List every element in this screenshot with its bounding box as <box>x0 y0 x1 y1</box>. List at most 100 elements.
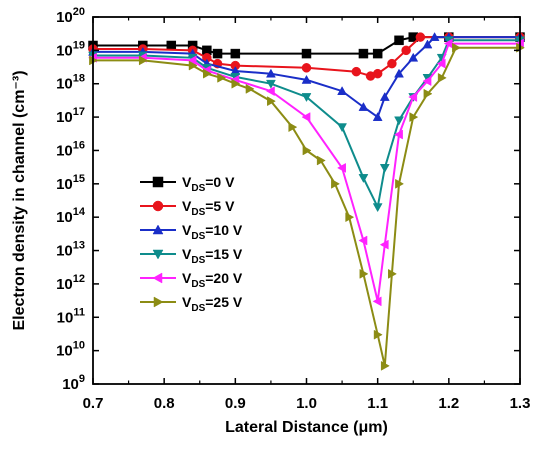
data-point <box>422 76 432 87</box>
x-tick-label: 0.9 <box>225 395 246 412</box>
x-tick-label: 1.2 <box>438 395 459 412</box>
y-tick-label: 1011 <box>57 306 85 326</box>
data-point <box>408 52 419 62</box>
x-tick-label: 1.1 <box>367 395 388 412</box>
legend-marker <box>152 176 164 188</box>
data-point <box>394 116 404 126</box>
data-point <box>351 66 362 77</box>
y-tick-label: 1017 <box>56 106 85 126</box>
data-point <box>372 203 383 213</box>
data-point <box>337 123 348 133</box>
data-point <box>401 45 411 56</box>
data-point <box>429 32 440 41</box>
data-point <box>358 48 369 59</box>
data-point <box>301 112 311 123</box>
legend-label: VDS=5 V <box>182 198 235 218</box>
data-point <box>212 48 223 59</box>
x-tick-label: 1.3 <box>510 395 531 412</box>
legend-marker <box>152 224 164 235</box>
data-point <box>188 60 198 71</box>
y-tick-label: 1010 <box>56 340 85 360</box>
x-tick-label: 0.8 <box>154 395 175 412</box>
data-point <box>409 112 419 123</box>
data-point <box>267 96 276 107</box>
data-point <box>358 102 369 111</box>
data-point <box>372 68 383 79</box>
data-point <box>380 360 390 371</box>
y-tick-label: 109 <box>62 373 85 393</box>
legend-entry-2: VDS=5 V <box>140 198 235 218</box>
y-tick-label: 1015 <box>56 173 85 193</box>
data-point <box>230 48 241 59</box>
data-point <box>166 40 177 51</box>
legend-entry-3: VDS=10 V <box>140 222 243 242</box>
data-point <box>372 48 383 59</box>
data-point <box>301 74 312 84</box>
data-point <box>379 91 390 101</box>
legend-marker <box>152 272 163 284</box>
legend-label: VDS=0 V <box>182 174 235 194</box>
data-point <box>379 164 390 173</box>
data-point <box>379 239 389 250</box>
data-point <box>373 329 383 340</box>
data-point <box>231 78 241 89</box>
y-tick-label: 1014 <box>56 206 86 226</box>
data-point <box>265 68 276 78</box>
data-point <box>217 72 227 83</box>
data-point <box>436 58 446 69</box>
y-tick-label: 1019 <box>56 39 85 59</box>
legend-label: VDS=20 V <box>182 270 243 290</box>
legend: VDS=0 V VDS=5 V VDS=10 V VDS=15 V VDS=20 V VD… <box>140 174 243 314</box>
legend-label: VDS=10 V <box>182 222 243 242</box>
data-point <box>423 88 433 99</box>
data-point <box>203 68 212 79</box>
series-layer <box>87 32 526 371</box>
legend-marker <box>152 200 164 212</box>
data-point <box>422 39 433 49</box>
data-point <box>359 268 369 279</box>
y-tick-label: 1012 <box>56 273 85 293</box>
data-point <box>138 55 148 66</box>
data-point <box>358 235 368 246</box>
data-point <box>345 212 355 223</box>
legend-entry-1: VDS=0 V <box>140 174 235 194</box>
legend-marker <box>153 296 164 308</box>
data-point <box>437 72 447 83</box>
y-axis-title: Electron density in channel (cm⁻³) <box>11 70 28 330</box>
legend-entry-6: VDS=25 V <box>140 294 243 314</box>
data-point <box>245 83 255 94</box>
data-point <box>302 145 312 156</box>
data-point <box>395 178 405 189</box>
data-point <box>265 86 275 97</box>
data-point <box>408 92 418 102</box>
data-point <box>301 48 312 59</box>
data-point <box>288 122 298 133</box>
x-axis-title: Lateral Distance (μm) <box>225 419 388 436</box>
data-point <box>394 35 404 46</box>
data-point <box>265 79 276 89</box>
data-point <box>331 178 340 189</box>
data-point <box>394 68 404 78</box>
data-point <box>415 32 426 42</box>
data-point <box>358 174 369 183</box>
y-tick-label: 1016 <box>56 139 85 159</box>
legend-entry-4: VDS=15 V <box>140 246 243 266</box>
legend-label: VDS=15 V <box>182 246 243 266</box>
legend-label: VDS=25 V <box>182 294 243 314</box>
y-tick-label: 1018 <box>56 73 85 93</box>
data-point <box>316 155 326 166</box>
data-point <box>394 129 403 140</box>
data-point <box>337 86 348 95</box>
series-2 <box>88 32 525 81</box>
data-point <box>372 296 382 307</box>
data-point <box>301 63 312 73</box>
legend-marker <box>152 249 164 260</box>
data-point <box>301 93 312 103</box>
y-tick-label: 1013 <box>56 240 85 260</box>
data-point <box>387 58 397 69</box>
data-point <box>388 268 397 279</box>
x-tick-label: 0.7 <box>83 395 104 412</box>
x-tick-label: 1.0 <box>296 395 317 412</box>
data-point <box>337 162 346 173</box>
